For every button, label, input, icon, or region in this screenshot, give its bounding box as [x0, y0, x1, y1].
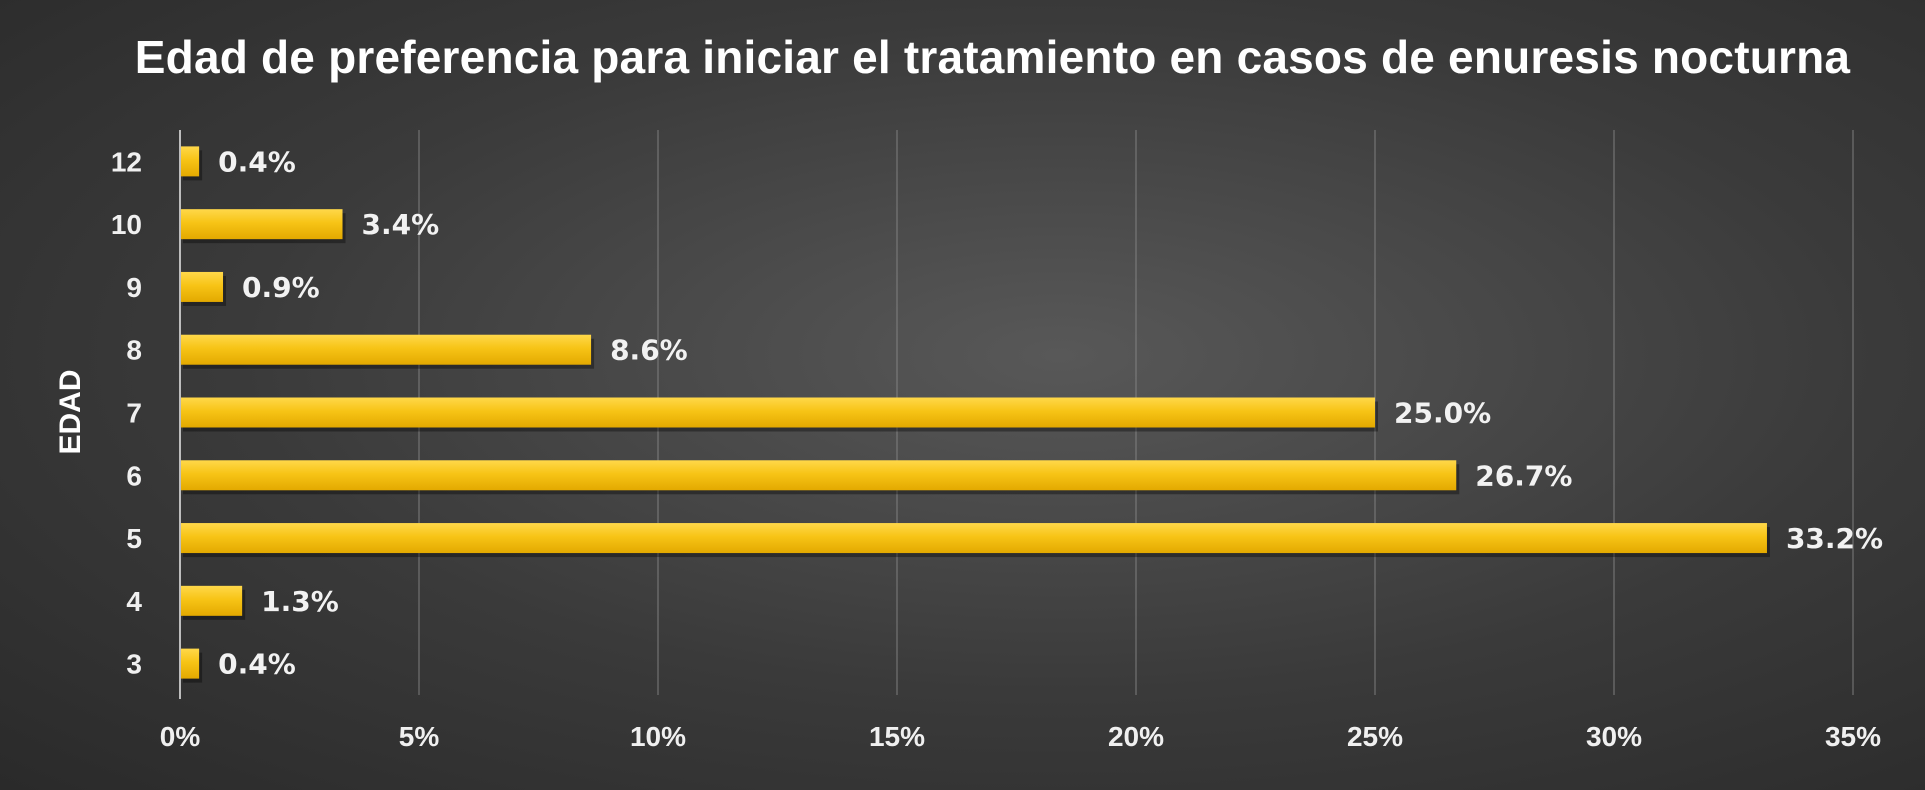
y-tick-label: 6 — [126, 460, 142, 491]
bar — [180, 523, 1767, 554]
label-layer: 0% 5% 10% 15% 20% 25% 30% 35% 3 0.4% 4 1.3% 5 33.2% 6 2… — [111, 145, 1883, 752]
x-tick-label: 10% — [630, 721, 686, 752]
bar — [180, 585, 243, 616]
y-tick-label: 10 — [111, 209, 142, 240]
x-tick-label: 15% — [869, 721, 925, 752]
y-tick-label: 3 — [126, 649, 142, 680]
y-tick-label: 9 — [126, 272, 142, 303]
data-label: 33.2% — [1786, 522, 1883, 555]
data-label: 0.9% — [242, 271, 320, 304]
data-label: 25.0% — [1394, 397, 1491, 430]
data-label: 0.4% — [218, 145, 296, 178]
data-label: 26.7% — [1475, 459, 1572, 492]
y-tick-label: 8 — [126, 335, 142, 366]
data-label: 0.4% — [218, 648, 296, 681]
x-tick-label: 30% — [1586, 721, 1642, 752]
y-tick-label: 7 — [126, 398, 142, 429]
bar — [180, 209, 343, 240]
data-label: 3.4% — [362, 208, 440, 241]
x-tick-label: 0% — [160, 721, 201, 752]
chart-title: Edad de preferencia para iniciar el trat… — [134, 31, 1851, 83]
y-tick-label: 4 — [126, 586, 142, 617]
bar — [180, 146, 200, 177]
y-tick-label: 5 — [126, 523, 142, 554]
data-label: 8.6% — [610, 334, 688, 367]
bar — [180, 460, 1457, 491]
bar-layer — [180, 146, 1770, 683]
data-label: 1.3% — [261, 585, 339, 618]
bar — [180, 648, 200, 679]
bar — [180, 334, 592, 365]
x-tick-label: 35% — [1825, 721, 1881, 752]
y-tick-label: 12 — [111, 146, 142, 177]
x-tick-label: 20% — [1108, 721, 1164, 752]
x-tick-label: 5% — [399, 721, 440, 752]
bar — [180, 271, 224, 302]
x-tick-label: 25% — [1347, 721, 1403, 752]
y-axis-title: EDAD — [54, 369, 87, 454]
bar — [180, 397, 1375, 428]
